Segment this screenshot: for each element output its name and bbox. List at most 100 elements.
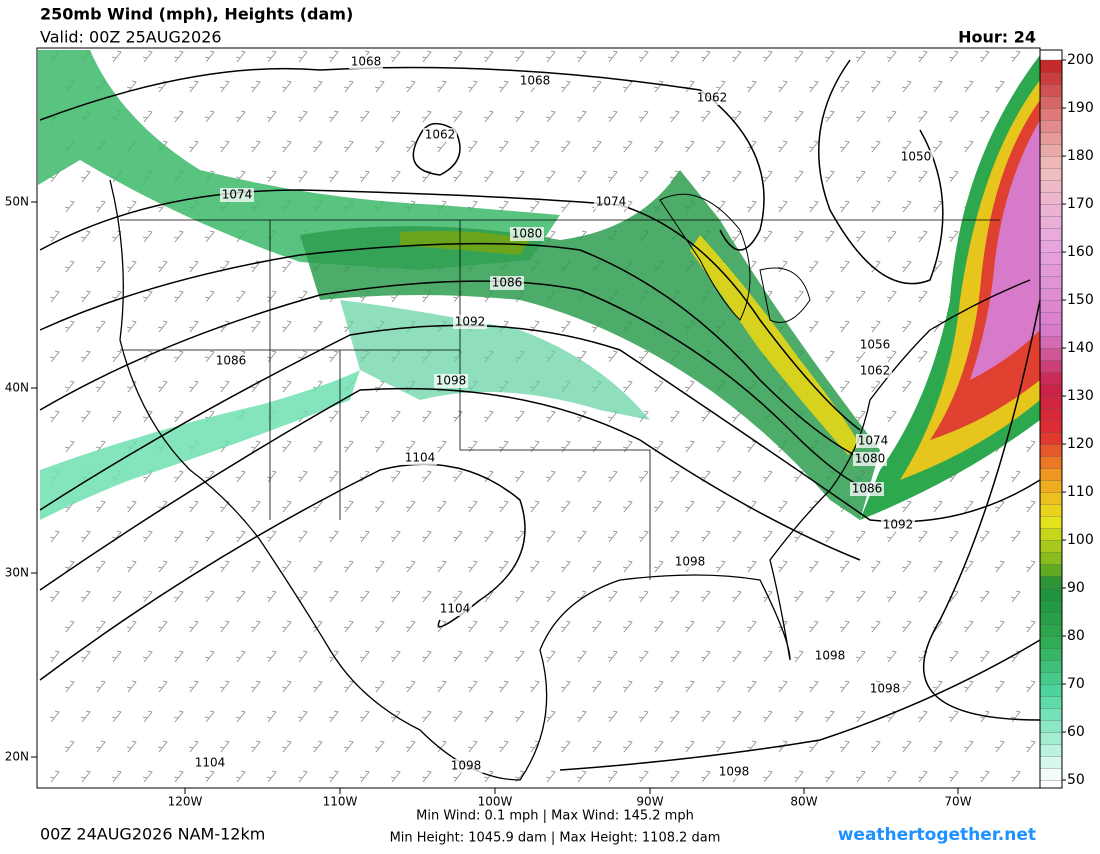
wind-barb — [622, 440, 633, 453]
colorbar-swatch — [1039, 731, 1063, 745]
wind-barb — [405, 80, 416, 93]
colorbar-swatch — [1039, 263, 1063, 277]
wind-barb — [576, 110, 587, 123]
wind-barb — [204, 110, 215, 123]
wind-barb — [839, 680, 850, 693]
wind-barb — [839, 740, 850, 753]
wind-barb — [390, 530, 401, 543]
wind-barb — [328, 350, 339, 363]
wind-barb — [111, 290, 122, 303]
wind-barb — [1010, 590, 1021, 603]
wind-barb — [948, 110, 959, 123]
wind-barb — [576, 50, 587, 63]
colorbar-label: 180 — [1067, 148, 1094, 164]
lon-label: 90W — [636, 795, 663, 809]
wind-barb — [762, 710, 773, 723]
wind-barb — [886, 590, 897, 603]
colorbar-swatch — [1039, 599, 1063, 613]
colorbar-label: 80 — [1067, 628, 1085, 644]
wind-barb — [80, 710, 91, 723]
wind-barb — [824, 770, 835, 783]
wind-barb — [1025, 680, 1036, 693]
colorbar-swatch — [1039, 755, 1063, 769]
wind-barb — [777, 80, 788, 93]
wind-barb — [529, 500, 540, 513]
wind-barb — [64, 440, 75, 453]
colorbar-swatch — [1039, 71, 1063, 85]
colorbar-swatch — [1039, 635, 1063, 649]
wind-barb — [917, 530, 928, 543]
wind-barb — [746, 680, 757, 693]
wind-barb — [359, 170, 370, 183]
wind-shading — [300, 170, 880, 520]
wind-barb — [64, 740, 75, 753]
colorbar-swatch — [1039, 215, 1063, 229]
colorbar-swatch — [1039, 95, 1063, 109]
wind-barb — [235, 290, 246, 303]
colorbar-swatch — [1039, 371, 1063, 385]
wind-barb — [95, 260, 106, 273]
wind-barb — [390, 170, 401, 183]
contour-label: 1050 — [901, 150, 932, 164]
wind-barb — [157, 260, 168, 273]
wind-barb — [917, 350, 928, 363]
colorbar-swatch — [1039, 83, 1063, 97]
wind-barb — [653, 440, 664, 453]
colorbar-label: 190 — [1067, 100, 1094, 116]
wind-barb — [824, 230, 835, 243]
wind-barb — [219, 560, 230, 573]
wind-barb — [173, 230, 184, 243]
colorbar-swatch — [1039, 671, 1063, 685]
wind-barb — [328, 170, 339, 183]
wind-barb — [653, 140, 664, 153]
wind-barb — [638, 710, 649, 723]
wind-barb — [560, 740, 571, 753]
wind-barb — [886, 170, 897, 183]
wind-barb — [545, 770, 556, 783]
wind-barb — [684, 620, 695, 633]
wind-barb — [855, 230, 866, 243]
wind-barb — [126, 500, 137, 513]
site-link[interactable]: weathertogether.net — [838, 825, 1036, 845]
wind-barb — [219, 140, 230, 153]
contour-label-bg — [858, 364, 892, 378]
wind-barb — [281, 380, 292, 393]
wind-barb — [173, 110, 184, 123]
wind-barb — [839, 620, 850, 633]
colorbar-swatch — [1039, 323, 1063, 337]
wind-barb — [886, 650, 897, 663]
wind-barb — [498, 680, 509, 693]
wind-barb — [467, 440, 478, 453]
wind-barb — [607, 650, 618, 663]
wind-barb — [297, 530, 308, 543]
forecast-hour: Hour: 24 — [958, 28, 1036, 47]
wind-barb — [700, 650, 711, 663]
colorbar-label: 140 — [1067, 340, 1094, 356]
wind-barb — [669, 470, 680, 483]
wind-barb — [250, 140, 261, 153]
wind-barb — [266, 710, 277, 723]
wind-barb — [126, 680, 137, 693]
lon-label: 70W — [944, 795, 971, 809]
wind-barb — [514, 530, 525, 543]
wind-barb — [994, 680, 1005, 693]
contour-label-bg — [453, 315, 487, 329]
wind-barb — [467, 680, 478, 693]
wind-barb — [188, 140, 199, 153]
wind-barb — [1025, 560, 1036, 573]
wind-barb — [80, 650, 91, 663]
wind-barb — [390, 710, 401, 723]
wind-barb — [514, 470, 525, 483]
wind-barb — [64, 260, 75, 273]
wind-barb — [219, 620, 230, 633]
wind-barb — [157, 680, 168, 693]
wind-barb — [452, 710, 463, 723]
wind-barb — [622, 740, 633, 753]
wind-barb — [607, 710, 618, 723]
wind-barb — [266, 110, 277, 123]
wind-barb — [653, 560, 664, 573]
wind-barb — [529, 620, 540, 633]
wind-barb — [886, 50, 897, 63]
wind-barb — [173, 470, 184, 483]
wind-barb — [607, 470, 618, 483]
